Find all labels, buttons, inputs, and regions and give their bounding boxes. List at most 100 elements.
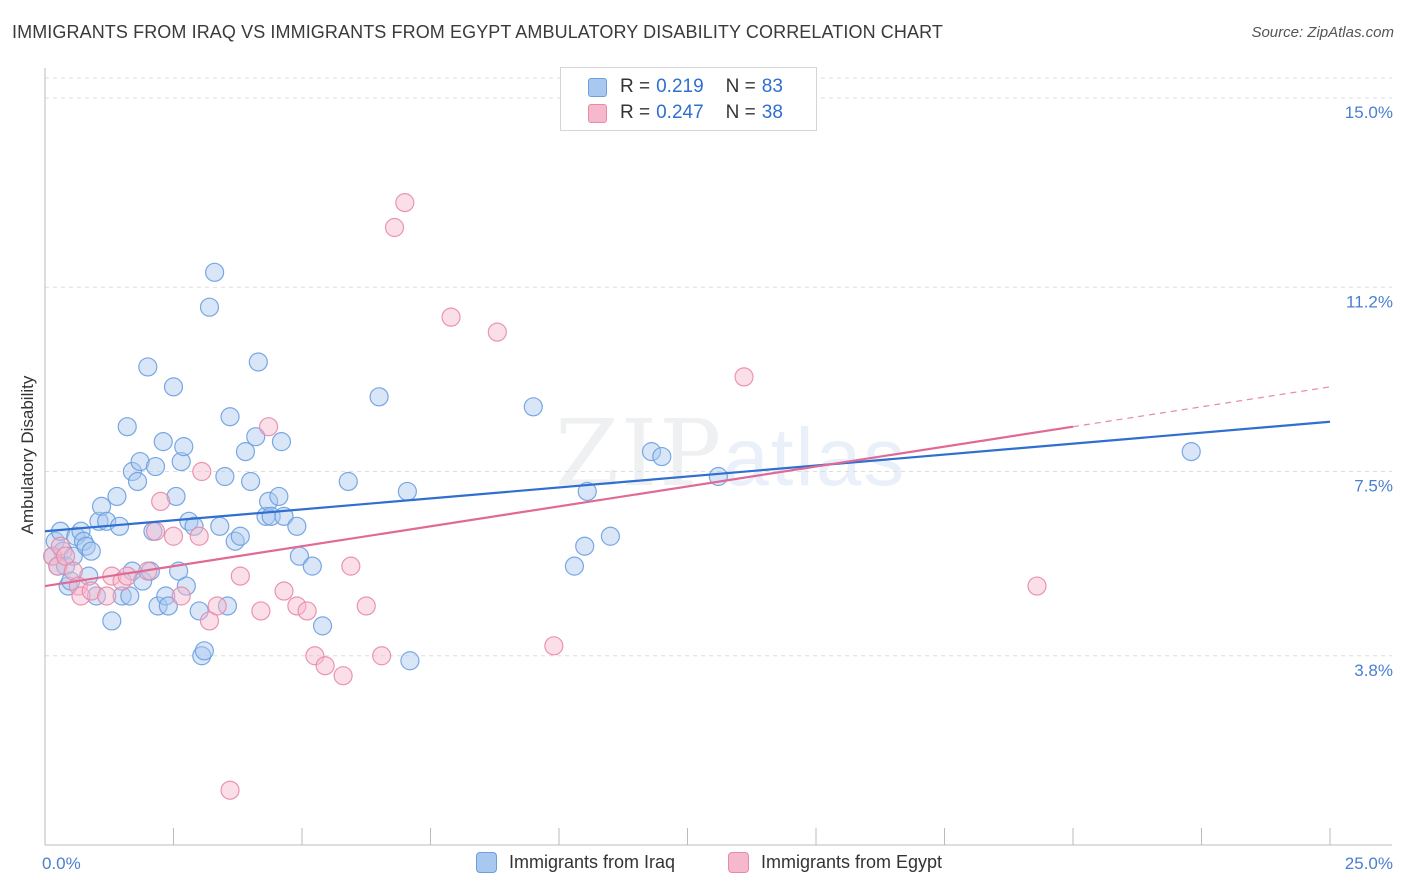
n-label: N = (725, 76, 756, 97)
legend-swatch-egypt (588, 103, 607, 123)
legend-item-egypt[interactable]: Immigrants from Egypt (728, 852, 942, 873)
data-point-iraq (174, 437, 194, 457)
x-tick-label: 0.0% (42, 854, 81, 873)
data-point-iraq (217, 596, 238, 616)
data-point-iraq (153, 432, 173, 452)
data-point-egypt (220, 780, 240, 800)
data-point-iraq (120, 586, 140, 606)
trend-lines (44, 386, 1331, 588)
data-point-iraq (163, 377, 184, 397)
data-point-iraq (53, 541, 73, 561)
data-point-egypt (81, 581, 101, 601)
y-axis-label: Ambulatory Disability (18, 375, 37, 534)
data-point-iraq (148, 596, 168, 616)
r-value: 0.247 (656, 102, 704, 123)
legend-item-iraq[interactable]: Immigrants from Iraq (476, 852, 675, 873)
data-point-egypt (163, 526, 184, 546)
series-legend: Immigrants from Iraq Immigrants from Egy… (0, 852, 1406, 878)
data-point-iraq (81, 541, 101, 561)
data-point-iraq (246, 427, 266, 447)
trend-line-egypt (44, 425, 1074, 588)
data-point-iraq (312, 616, 333, 636)
data-point-iraq (600, 526, 621, 546)
y-tick-label: 7.5% (1354, 477, 1393, 496)
data-point-iraq (652, 446, 672, 467)
data-point-iraq (302, 556, 322, 576)
data-point-egypt (1027, 576, 1047, 596)
legend-swatch-egypt (728, 852, 749, 873)
data-point-egypt (544, 636, 564, 656)
data-point-egypt (356, 596, 376, 616)
data-point-egypt (274, 581, 294, 601)
data-point-iraq (248, 352, 268, 372)
data-point-iraq (369, 387, 389, 407)
data-point-egypt (297, 601, 317, 621)
data-point-egypt (287, 596, 307, 616)
data-point-iraq (575, 536, 595, 556)
data-point-iraq (241, 471, 261, 492)
data-point-iraq (338, 471, 358, 492)
data-point-egypt (192, 461, 212, 482)
data-point-iraq (127, 471, 148, 492)
grid-lines (45, 77, 1392, 657)
data-point-iraq (63, 546, 83, 566)
data-point-iraq (133, 571, 153, 591)
data-point-iraq (138, 357, 158, 377)
n-value: 83 (761, 76, 783, 97)
data-point-egypt (48, 556, 68, 576)
y-tick-label: 11.2% (1346, 292, 1393, 311)
data-point-egypt (97, 586, 117, 606)
data-point-iraq (166, 486, 186, 507)
data-point-egypt (305, 646, 325, 666)
r-value: 0.219 (656, 76, 704, 97)
data-point-iraq (112, 586, 132, 606)
tick-labels: 3.8% 7.5% 11.2% 15.0% 0.0% 25.0% (42, 103, 1393, 873)
watermark-zip: ZIP (555, 400, 724, 507)
data-point-iraq (145, 456, 166, 477)
data-point-egypt (258, 417, 279, 437)
trend-line-egypt-extension (1072, 386, 1331, 428)
data-point-iraq (199, 297, 220, 317)
data-point-egypt (117, 566, 137, 586)
data-point-iraq (641, 442, 662, 462)
data-point-iraq (107, 486, 127, 507)
data-point-iraq (122, 461, 142, 482)
r-label: R = (620, 102, 651, 123)
data-point-iraq (194, 641, 214, 661)
x-tick-label: 25.0% (1345, 854, 1393, 873)
data-point-egypt (199, 611, 220, 631)
y-tick-label: 3.8% (1354, 661, 1393, 680)
data-point-iraq (192, 646, 212, 666)
data-point-iraq (158, 596, 178, 616)
data-point-egypt (372, 646, 392, 666)
data-point-iraq (102, 611, 122, 631)
data-point-iraq (73, 531, 94, 551)
data-point-egypt (384, 217, 405, 238)
data-point-iraq (577, 481, 597, 502)
trend-line-iraq (44, 420, 1331, 533)
data-point-egypt (50, 536, 71, 556)
data-point-egypt (55, 546, 76, 566)
stats-legend: R = 0.219 N = 83 R = 0.247 N = 38 (560, 67, 817, 131)
data-point-iraq (271, 432, 292, 452)
data-point-egypt (315, 656, 335, 676)
data-point-iraq (564, 556, 585, 576)
data-point-iraq (205, 262, 225, 282)
data-point-iraq (523, 397, 543, 417)
data-point-iraq (91, 496, 112, 516)
data-point-iraq (176, 576, 196, 596)
legend-swatch-iraq (588, 77, 607, 97)
data-point-iraq (397, 481, 417, 502)
data-point-egypt (151, 491, 171, 512)
data-point-egypt (207, 596, 227, 616)
data-point-egypt (171, 586, 191, 606)
legend-swatch-iraq (476, 852, 497, 873)
stats-legend-row-egypt: R = 0.247 N = 38 (588, 101, 783, 125)
data-point-egypt (341, 556, 361, 576)
data-point-iraq (189, 601, 209, 621)
series-egypt-points (43, 193, 1047, 800)
data-point-iraq (235, 442, 256, 462)
data-point-egypt (71, 586, 91, 606)
data-point-iraq (230, 526, 250, 546)
